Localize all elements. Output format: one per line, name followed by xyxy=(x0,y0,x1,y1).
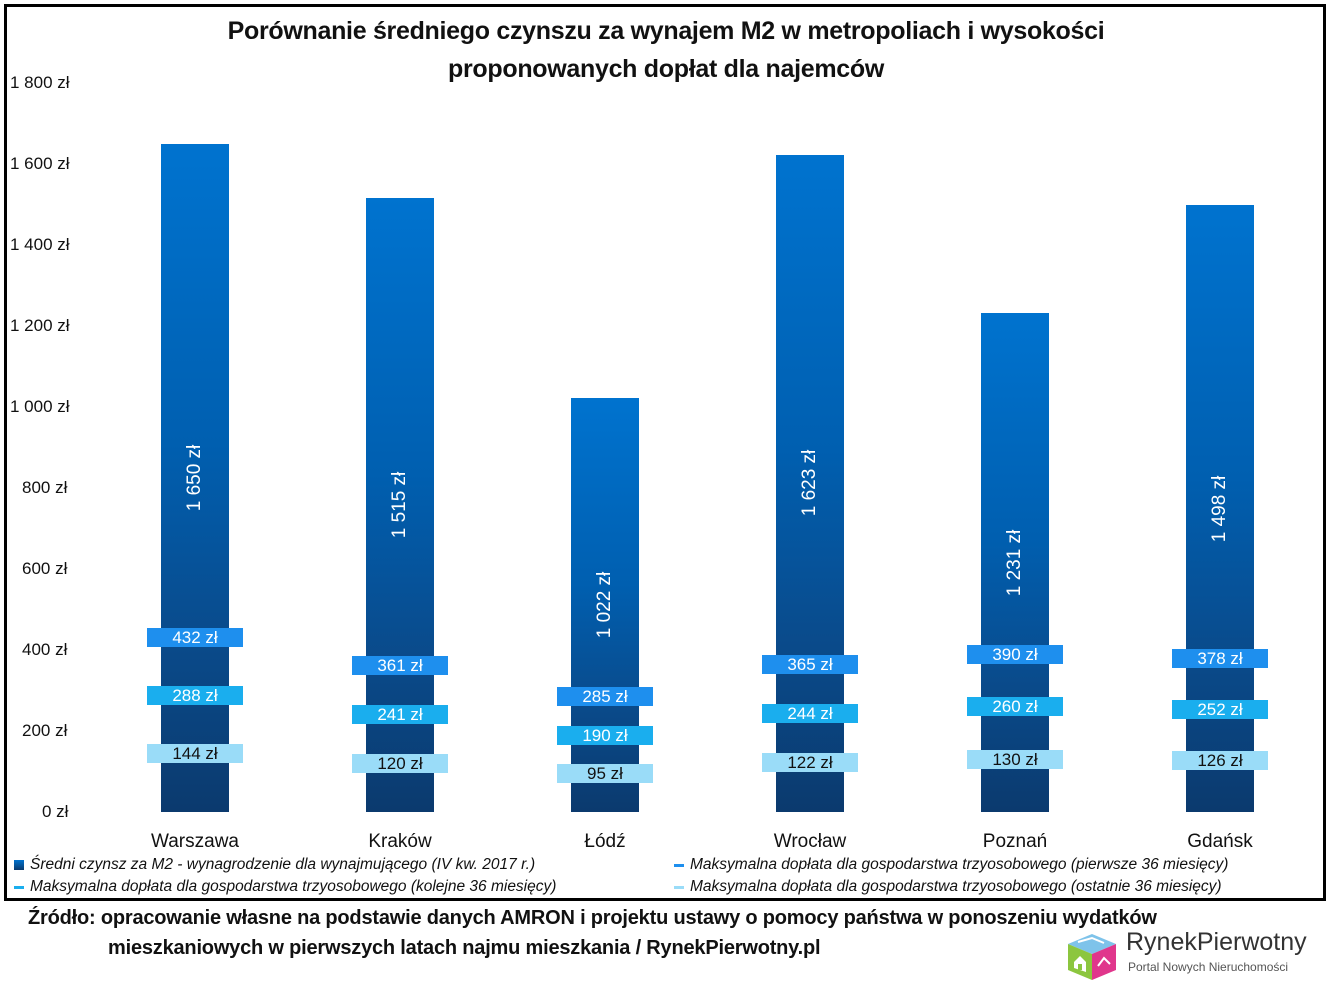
x-category-label: Wrocław xyxy=(773,831,847,852)
x-category-label: Kraków xyxy=(368,831,432,852)
subsidy-marker: 285 zł xyxy=(557,687,653,707)
legend-label: Maksymalna dopłata dla gospodarstwa trzy… xyxy=(690,878,1222,895)
legend-item-avg-rent: Średni czynsz za M2 - wynagrodzenie dla … xyxy=(14,855,535,875)
y-tick-label: 1 400 zł xyxy=(10,235,70,254)
legend-swatch-dash-icon xyxy=(674,885,684,889)
bar-value-label: 1 623 zł xyxy=(799,450,820,517)
bar-avg-rent: 1 623 zł xyxy=(776,154,844,812)
legend-label: Średni czynsz za M2 - wynagrodzenie dla … xyxy=(30,856,536,873)
logo-name: RynekPierwotny xyxy=(1126,928,1307,956)
bar-value-label: 1 515 zł xyxy=(389,471,410,539)
subsidy-marker: 365 zł xyxy=(762,654,858,674)
subsidy-marker: 144 zł xyxy=(147,744,243,764)
legend-item-subsidy-first: Maksymalna dopłata dla gospodarstwa trzy… xyxy=(674,855,1228,875)
subsidy-marker: 432 zł xyxy=(147,627,243,647)
subsidy-marker: 288 zł xyxy=(147,685,243,705)
bar-value-label: 1 650 zł xyxy=(184,444,205,512)
subsidy-marker: 190 zł xyxy=(557,725,653,745)
legend-item-subsidy-last: Maksymalna dopłata dla gospodarstwa trzy… xyxy=(674,877,1222,897)
source-line-2: mieszkaniowych w pierwszych latach najmu… xyxy=(108,937,821,959)
subsidy-marker: 241 zł xyxy=(352,704,448,724)
y-tick-label: 400 zł xyxy=(22,640,68,659)
subsidy-marker: 122 zł xyxy=(762,753,858,773)
house-cube-logo-icon xyxy=(1068,934,1116,980)
subsidy-marker: 120 zł xyxy=(352,753,448,773)
source-line-1: Źródło: opracowanie własne na podstawie … xyxy=(28,907,1157,929)
y-tick-label: 1 600 zł xyxy=(10,154,70,173)
x-category-label: Warszawa xyxy=(151,831,239,852)
subsidy-marker: 260 zł xyxy=(967,697,1063,717)
y-tick-label: 0 zł xyxy=(42,802,69,821)
legend-label: Maksymalna dopłata dla gospodarstwa trzy… xyxy=(690,856,1229,873)
y-tick-label: 1 800 zł xyxy=(10,73,70,92)
subsidy-marker: 378 zł xyxy=(1172,649,1268,669)
bar-avg-rent: 1 022 zł xyxy=(571,398,639,812)
y-tick-label: 600 zł xyxy=(22,559,68,578)
legend-swatch-square-icon xyxy=(14,860,24,870)
rynekpierwotny-logo: RynekPierwotny Portal Nowych Nieruchomoś… xyxy=(1064,924,1326,984)
chart-title-line-2: proponowanych dopłat dla najemców xyxy=(448,55,884,83)
bar-avg-rent: 1 650 zł xyxy=(161,143,229,812)
bar-value-label: 1 231 zł xyxy=(1004,529,1025,596)
subsidy-marker: 130 zł xyxy=(967,749,1063,769)
subsidy-marker: 126 zł xyxy=(1172,751,1268,771)
bar-value-label: 1 022 zł xyxy=(594,571,615,639)
y-tick-label: 200 zł xyxy=(22,721,68,740)
subsidy-marker: 361 zł xyxy=(352,656,448,676)
chart-title: Porównanie średniego czynszu za wynajem … xyxy=(0,12,1332,88)
subsidy-marker: 244 zł xyxy=(762,703,858,723)
legend-item-subsidy-next: Maksymalna dopłata dla gospodarstwa trzy… xyxy=(14,877,556,897)
bar-avg-rent: 1 498 zł xyxy=(1186,205,1254,812)
legend-swatch-dash-icon xyxy=(14,885,24,889)
subsidy-marker: 95 zł xyxy=(557,764,653,784)
subsidy-marker: 390 zł xyxy=(967,644,1063,664)
legend-label: Maksymalna dopłata dla gospodarstwa trzy… xyxy=(30,878,557,895)
y-tick-label: 800 zł xyxy=(22,478,68,497)
legend-swatch-dash-icon xyxy=(674,863,684,867)
subsidy-marker: 252 zł xyxy=(1172,700,1268,720)
y-tick-label: 1 200 zł xyxy=(10,316,70,335)
x-category-label: Łódź xyxy=(584,831,626,852)
bar-avg-rent: 1 231 zł xyxy=(981,313,1049,812)
chart-title-line-1: Porównanie średniego czynszu za wynajem … xyxy=(227,17,1105,45)
x-category-label: Poznań xyxy=(982,831,1048,852)
y-tick-label: 1 000 zł xyxy=(10,397,70,416)
x-category-label: Gdańsk xyxy=(1187,831,1253,852)
bar-value-label: 1 498 zł xyxy=(1209,475,1230,542)
logo-tagline: Portal Nowych Nieruchomości xyxy=(1128,960,1289,974)
